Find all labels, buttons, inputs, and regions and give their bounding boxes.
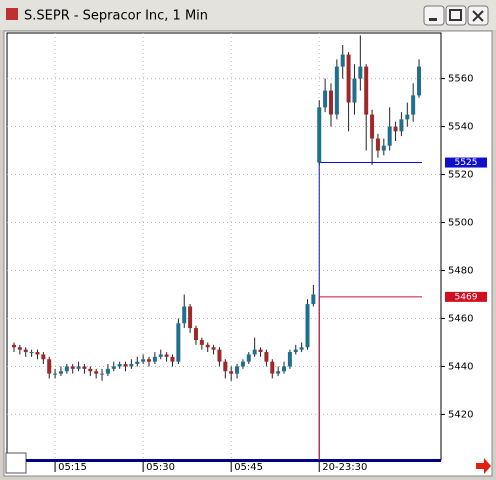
candle-body: [53, 373, 58, 375]
maximize-button[interactable]: [445, 5, 467, 26]
candle-body: [252, 349, 257, 355]
candle-body: [35, 352, 40, 355]
candle-body: [364, 66, 369, 115]
candle-body: [393, 126, 398, 132]
candle-body: [287, 352, 292, 367]
scroll-arrow[interactable]: [476, 458, 491, 474]
candle-body: [328, 90, 333, 115]
candle-body: [246, 354, 251, 362]
candle-body: [129, 364, 134, 367]
candle-body: [311, 294, 316, 305]
candle-body: [176, 323, 181, 362]
candle-body: [299, 347, 304, 350]
candle-body: [417, 66, 422, 96]
candle-body: [29, 352, 34, 354]
y-tick-label: 5480: [448, 265, 473, 276]
candle-body: [370, 114, 375, 139]
candle-body: [141, 359, 146, 362]
candle-body: [399, 119, 404, 132]
candle-body: [411, 95, 416, 115]
candle-body: [387, 126, 392, 146]
candle-body: [211, 347, 216, 350]
candle-body: [217, 349, 222, 362]
candle-body: [282, 366, 287, 372]
corner-box[interactable]: [5, 452, 27, 474]
candle-body: [152, 356, 157, 362]
x-tick-label: 05:15: [58, 462, 87, 473]
y-tick-label: 5520: [448, 170, 473, 181]
y-tick-label: 5540: [448, 122, 473, 133]
y-tick-label: 5500: [448, 218, 473, 229]
candle-body: [82, 366, 87, 369]
candle-body: [346, 54, 351, 103]
plot-area: [6, 32, 442, 461]
candle-body: [94, 371, 99, 374]
candle-body: [58, 371, 63, 374]
level-label-box: [445, 291, 487, 302]
candle-body: [158, 354, 163, 357]
candle-body: [405, 114, 410, 120]
candle-body: [100, 373, 105, 375]
candle-body: [305, 304, 310, 348]
candle-body: [135, 361, 140, 365]
candle-body: [352, 78, 357, 103]
candle-body: [293, 349, 298, 353]
window-title: S.SEPR - Sepracor Inc, 1 Min: [24, 9, 208, 24]
candle-body: [23, 349, 28, 353]
y-tick-label: 5440: [448, 361, 473, 372]
candle-body: [47, 359, 52, 374]
x-tick-label: 05:45: [234, 462, 263, 473]
candle-body: [111, 366, 116, 369]
candle-body: [270, 361, 275, 374]
close-button[interactable]: [467, 5, 489, 26]
y-tick-label: 5460: [448, 313, 473, 324]
level-label: 5525: [455, 158, 478, 168]
candle-body: [240, 361, 245, 367]
x-tick-label: 20-23:30: [322, 462, 367, 473]
level-label: 5469: [455, 292, 478, 302]
candle-body: [199, 340, 204, 345]
minimize-button[interactable]: [423, 5, 445, 26]
candle-body: [182, 306, 187, 324]
candle-body: [164, 354, 169, 357]
candle-body: [188, 306, 193, 329]
candle-body: [381, 145, 386, 151]
y-tick-label: 5560: [448, 74, 473, 85]
candle-body: [41, 354, 46, 360]
candle-body: [70, 366, 75, 369]
candle-body: [340, 54, 345, 67]
candle-body: [205, 344, 210, 348]
candle-body: [170, 356, 175, 362]
candle-body: [12, 344, 16, 348]
y-tick-label: 5420: [448, 409, 473, 420]
candle-body: [147, 359, 152, 362]
candle-body: [276, 371, 281, 374]
candle-body: [64, 366, 69, 372]
candle-body: [258, 349, 263, 353]
candle-body: [117, 364, 122, 367]
candle-body: [193, 328, 198, 341]
x-axis-bar: [26, 459, 441, 462]
x-tick-label: 05:30: [146, 462, 175, 473]
candle-body: [235, 366, 240, 374]
candle-body: [264, 352, 269, 362]
candle-body: [17, 347, 22, 350]
candle-body: [76, 366, 81, 369]
candle-body: [323, 90, 328, 108]
candle-body: [358, 66, 363, 79]
candle-body: [229, 371, 234, 374]
candle-body: [105, 368, 110, 374]
candle-body: [123, 364, 128, 367]
level-label-box: [445, 157, 487, 168]
candle-body: [334, 66, 339, 115]
candle-body: [223, 361, 228, 372]
title-bar: [0, 0, 496, 30]
candle-body: [88, 368, 93, 372]
app-icon: [6, 8, 18, 20]
candle-body: [375, 138, 380, 151]
candle-body: [317, 107, 322, 163]
